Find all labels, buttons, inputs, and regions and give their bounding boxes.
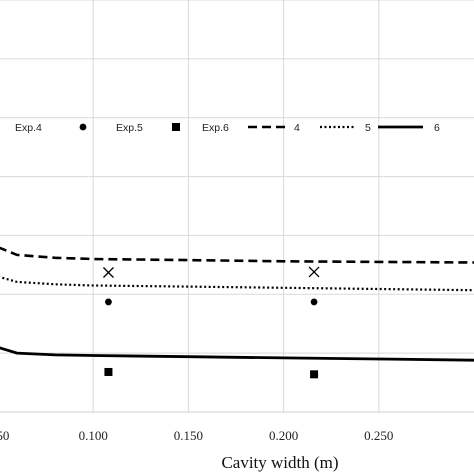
legend-swatch — [79, 123, 87, 131]
x-marker-stroke — [308, 266, 320, 278]
legend: Exp.4 Exp.5 Exp.6 4 5 6 — [15, 122, 440, 134]
x-tick-label: 0.150 — [174, 428, 203, 443]
series-line-5 — [0, 276, 474, 292]
legend-label: 6 — [434, 122, 440, 134]
data-point-Exp.5 — [105, 298, 112, 306]
data-point-Exp.6 — [104, 367, 113, 376]
x-marker-stroke — [102, 267, 114, 278]
legend-label: Exp.4 — [15, 122, 42, 134]
data-point-Exp.4 — [102, 267, 114, 278]
legend-label: 4 — [294, 122, 300, 134]
legend-item-4: 4 — [248, 122, 300, 134]
legend-item-6: 6 — [378, 122, 440, 134]
x-tick-label: .050 — [0, 428, 9, 443]
series-lines — [0, 246, 474, 362]
legend-label: 5 — [365, 122, 371, 134]
data-point-Exp.4 — [308, 266, 320, 278]
legend-label: Exp.6 — [202, 122, 229, 134]
legend-item-Exp.4: Exp.4 — [15, 122, 42, 134]
series-markers — [102, 266, 320, 379]
legend-item-5: 5 — [320, 122, 371, 134]
series-line-4 — [0, 246, 474, 264]
x-tick-label: 0.100 — [79, 428, 108, 443]
x-tick-label: 0.200 — [269, 428, 298, 443]
legend-swatch — [172, 123, 180, 131]
legend-item-Exp.6: Exp.6 — [172, 122, 229, 134]
gridlines — [0, 0, 474, 412]
data-point-Exp.6 — [310, 370, 319, 379]
x-tick-label: 0.250 — [364, 428, 393, 443]
legend-item-Exp.5: Exp.5 — [79, 122, 143, 134]
legend-label: Exp.5 — [116, 122, 143, 134]
data-point-Exp.5 — [310, 298, 318, 306]
x-tick-labels: .050 0.100 0.150 0.200 0.250 — [0, 428, 393, 443]
x-axis-label: Cavity width (m) — [221, 453, 338, 472]
series-line-6 — [0, 346, 474, 362]
